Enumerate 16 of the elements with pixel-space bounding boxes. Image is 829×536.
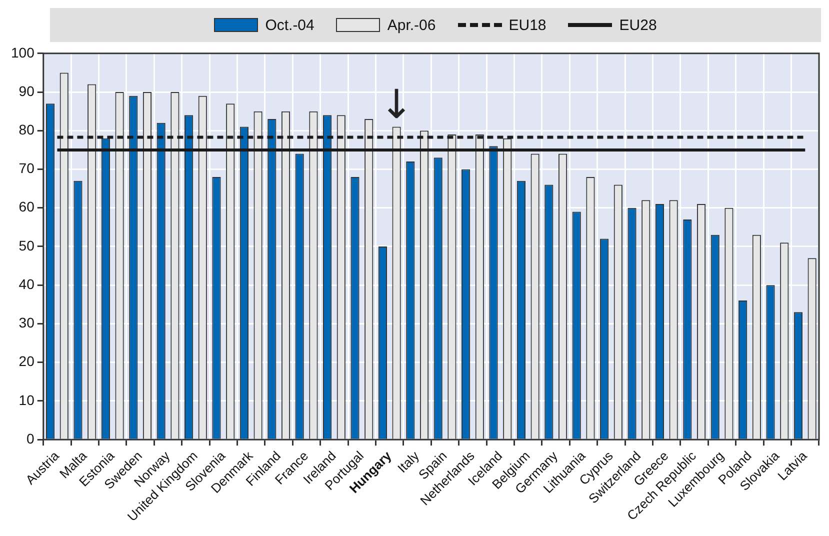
y-tick-label: 100 bbox=[11, 44, 35, 60]
y-tick-label: 30 bbox=[18, 314, 35, 331]
legend-label: Oct.-04 bbox=[265, 16, 314, 34]
y-tick-label: 50 bbox=[18, 237, 35, 254]
text: Apr.-06 bbox=[387, 16, 436, 34]
y-tick-label: 20 bbox=[18, 353, 35, 370]
y-tick-label: 80 bbox=[18, 121, 35, 138]
y-tick-label: 10 bbox=[18, 392, 35, 408]
y-tick-label: 40 bbox=[18, 276, 35, 292]
y-tick-label: 60 bbox=[18, 198, 35, 215]
y-tick-label: 70 bbox=[18, 160, 35, 176]
annotation: ↓ bbox=[380, 82, 414, 128]
legend-label: EU18 bbox=[508, 16, 546, 34]
y-tick-label: 90 bbox=[18, 82, 35, 99]
y-tick-label: 0 bbox=[26, 430, 35, 446]
legend-label: EU28 bbox=[619, 16, 657, 34]
